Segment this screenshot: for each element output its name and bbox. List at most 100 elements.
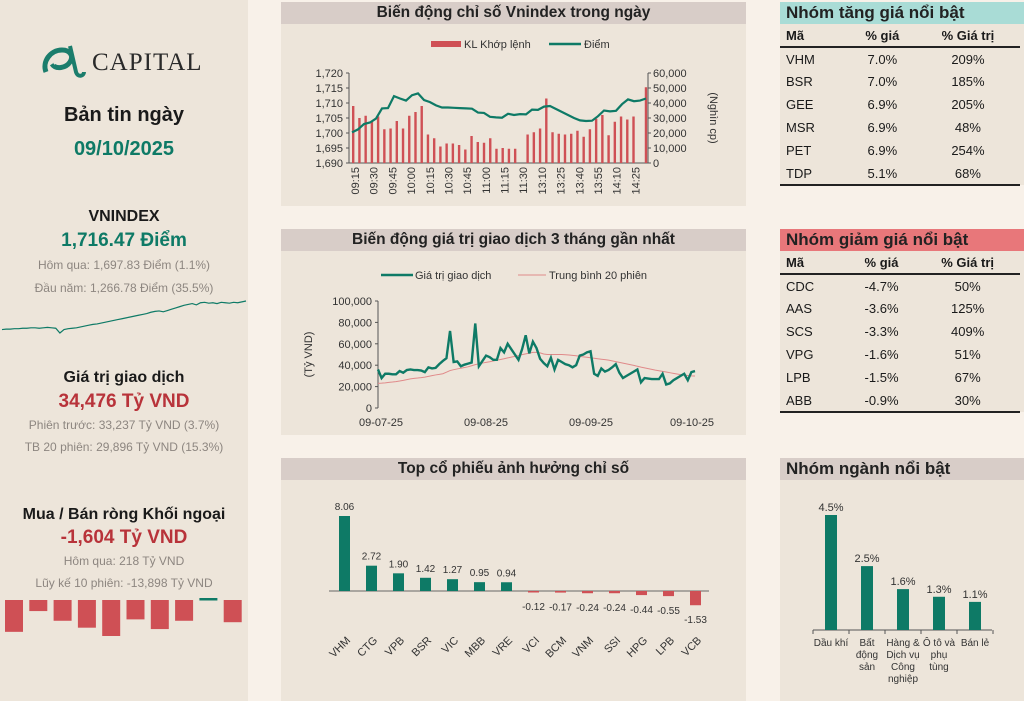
y-left-tick-label: 1,715 [315, 83, 343, 95]
table-cell: 409% [951, 324, 985, 339]
impact-category-label: CTG [355, 635, 380, 660]
sector-category-label: nghiệp [888, 674, 918, 685]
volume-bar [563, 134, 567, 163]
table-cell: VHM [786, 51, 815, 67]
x-tick-label: 11:00 [481, 167, 493, 194]
x-tick-label: 10:00 [406, 167, 418, 195]
series-line-1 [377, 351, 696, 384]
y-left-tick-label: 1,690 [315, 158, 343, 170]
impact-bar [636, 591, 647, 596]
impact-bar [474, 582, 485, 591]
volume-bar [626, 119, 629, 163]
sector-category-label: Dầu khí [814, 637, 849, 649]
volume-bar [432, 138, 436, 163]
volume-bar [570, 133, 573, 163]
logo: CAPITAL [40, 42, 210, 82]
table-row: ABB -0.9% 30% [780, 389, 1020, 413]
table-cell: 67% [954, 370, 981, 385]
vnindex-sparkline [1, 300, 247, 334]
sector-category-label: Công [891, 662, 915, 673]
losers-title: Nhóm giảm giá nổi bật [780, 229, 1024, 251]
y-tick-label: 100,000 [332, 296, 372, 308]
intraday-panel: Biến động chỉ số Vnindex trong ngày KL K… [281, 2, 746, 206]
foreign-bar [53, 600, 72, 621]
y-right-tick-label: 30,000 [653, 113, 687, 125]
y-tick-label: 40,000 [338, 360, 372, 372]
table-cell: 6.9% [867, 120, 898, 135]
table-header-row: Mã% giá% Giá trị [780, 24, 1020, 48]
volume-bar [507, 148, 511, 163]
impact-value-label: 1.90 [389, 559, 409, 570]
volume-bar [532, 132, 536, 163]
impact-value-label: -0.55 [657, 606, 680, 617]
sector-category-label: Dịch vụ [886, 650, 919, 661]
sector-category-label: Bất [859, 637, 874, 649]
sector-bar [897, 589, 909, 630]
foreign-prev: Hôm qua: 218 Tỷ VND [63, 554, 185, 568]
volume-bar [588, 129, 592, 163]
impact-value-label: 1.27 [443, 565, 463, 576]
impact-category-label: VPB [383, 635, 407, 659]
table-cell: 7.0% [867, 51, 898, 67]
x-tick-label: 14:10 [612, 167, 624, 195]
table-row: MSR 6.9% 48% [780, 116, 1020, 139]
volume-bar [457, 145, 461, 163]
impact-category-label: LPB [654, 635, 677, 658]
impact-bar [609, 591, 620, 594]
table-row: VPG -1.6% 51% [780, 343, 1020, 366]
y-tick-label: 20,000 [338, 382, 372, 394]
table-cell: 7.0% [867, 74, 898, 89]
volume-bar [644, 87, 648, 163]
impact-bar [393, 573, 404, 591]
y-right-tick-label: 20,000 [653, 128, 687, 140]
x-tick-label: 09:45 [387, 167, 399, 195]
vnindex-prev: Hôm qua: 1,697.83 Điểm (1.1%) [37, 258, 211, 272]
impact-value-label: -0.17 [549, 603, 572, 614]
volume-bar [594, 118, 598, 163]
foreign-bar [126, 600, 145, 620]
impact-category-label: MBB [463, 635, 488, 660]
volume-bar [395, 121, 399, 163]
x-tick-label: 13:25 [556, 167, 568, 195]
summary-panel: CAPITAL Bản tin ngày 09/10/2025 VNINDEX … [0, 0, 248, 701]
volume-bar [545, 98, 548, 163]
x-tick-label: 11:30 [518, 167, 530, 194]
volume-bar [495, 148, 498, 163]
table-row: GEE 6.9% 205% [780, 93, 1020, 116]
x-tick-label: 09:15 [350, 167, 362, 195]
sector-value-label: 1.1% [962, 589, 987, 601]
volume-bar [408, 115, 411, 163]
table-cell: 5.1% [848, 162, 916, 186]
x-tick-label: 09-08-25 [464, 417, 508, 429]
capital-logo-icon [42, 45, 86, 78]
impact-category-label: BSR [410, 635, 435, 660]
impact-value-label: -0.24 [576, 603, 599, 614]
liquidity-avg: TB 20 phiên: 29,896 Tỷ VND (15.3%) [24, 440, 224, 454]
x-tick-label: 14:25 [630, 167, 642, 195]
table-row: BSR 7.0% 185% [780, 70, 1020, 93]
gainers-table: Mã% giá% Giá trị VHM 7.0% 209% BSR 7.0% 185% GE… [780, 24, 1020, 186]
sector-value-label: 4.5% [818, 502, 843, 514]
foreign-bar [150, 600, 169, 630]
losers-table: Mã% giá% Giá trị CDC -4.7% 50% AAS -3.6% 125% S… [780, 251, 1020, 413]
impact-bar [528, 591, 539, 593]
volume-bar [557, 133, 560, 163]
foreign-bar [5, 600, 23, 632]
table-cell: MSR [786, 120, 815, 135]
table-cell: 185% [951, 74, 985, 89]
liquidity-panel: Biến động giá trị giao dịch 3 tháng gần … [281, 229, 746, 435]
table-cell: PET [786, 143, 812, 158]
sector-category-label: Bán lẻ [961, 638, 990, 649]
impact-bar [690, 591, 701, 606]
sparkline-path [1, 300, 247, 334]
table-cell: -1.6% [864, 347, 899, 362]
volume-bar [370, 121, 374, 163]
impact-bar [339, 516, 350, 591]
volume-bar [476, 142, 479, 163]
column-header: Mã [780, 251, 848, 275]
volume-bar [489, 138, 492, 163]
impact-category-label: VHM [327, 635, 353, 661]
volume-bar [464, 149, 467, 163]
foreign-value: -1,604 Tỷ VND [60, 527, 188, 548]
x-tick-label: 13:55 [593, 167, 605, 195]
